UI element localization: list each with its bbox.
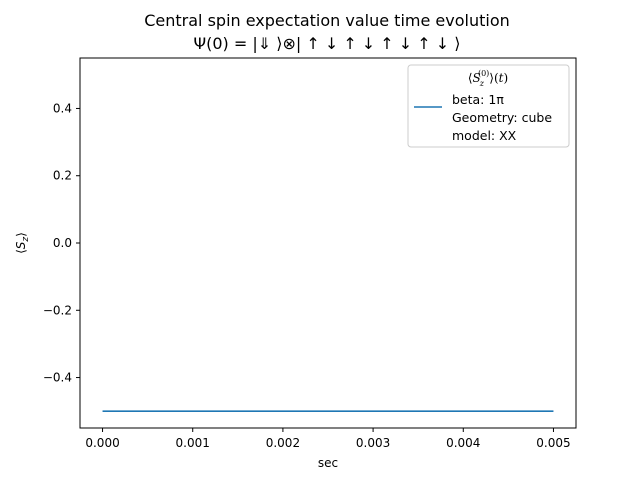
chart-title: Central spin expectation value time evol… [144, 11, 510, 30]
x-tick-label: 0.002 [266, 436, 300, 450]
y-tick-label: 0.4 [53, 101, 72, 115]
legend-entry-beta: beta: 1π [452, 92, 504, 107]
x-tick-label: 0.001 [176, 436, 210, 450]
x-axis: 0.000 0.001 0.002 0.003 0.004 0.005 [85, 428, 571, 450]
y-tick-label: −0.2 [43, 303, 72, 317]
legend: ⟨Sz(0)⟩(t) beta: 1π Geometry: cube model… [407, 64, 570, 148]
x-tick-label: 0.005 [536, 436, 570, 450]
chart-subtitle: Ψ(0) = |⇓ ⟩⊗| ↑ ↓ ↑ ↓ ↑ ↓ ↑ ↓ ⟩ [193, 34, 460, 53]
legend-entry-model: model: XX [452, 128, 517, 143]
x-axis-label: sec [318, 456, 338, 470]
y-tick-label: 0.0 [53, 236, 72, 250]
x-tick-label: 0.003 [356, 436, 390, 450]
y-axis: −0.4 −0.2 0.0 0.2 0.4 [43, 101, 80, 385]
y-axis-label: ⟨Sz⟩ [14, 232, 31, 254]
y-tick-label: 0.2 [53, 169, 72, 183]
legend-box [407, 64, 570, 148]
x-tick-label: 0.000 [85, 436, 119, 450]
x-tick-label: 0.004 [446, 436, 480, 450]
legend-entry-geometry: Geometry: cube [452, 110, 552, 125]
y-tick-label: −0.4 [43, 371, 72, 385]
